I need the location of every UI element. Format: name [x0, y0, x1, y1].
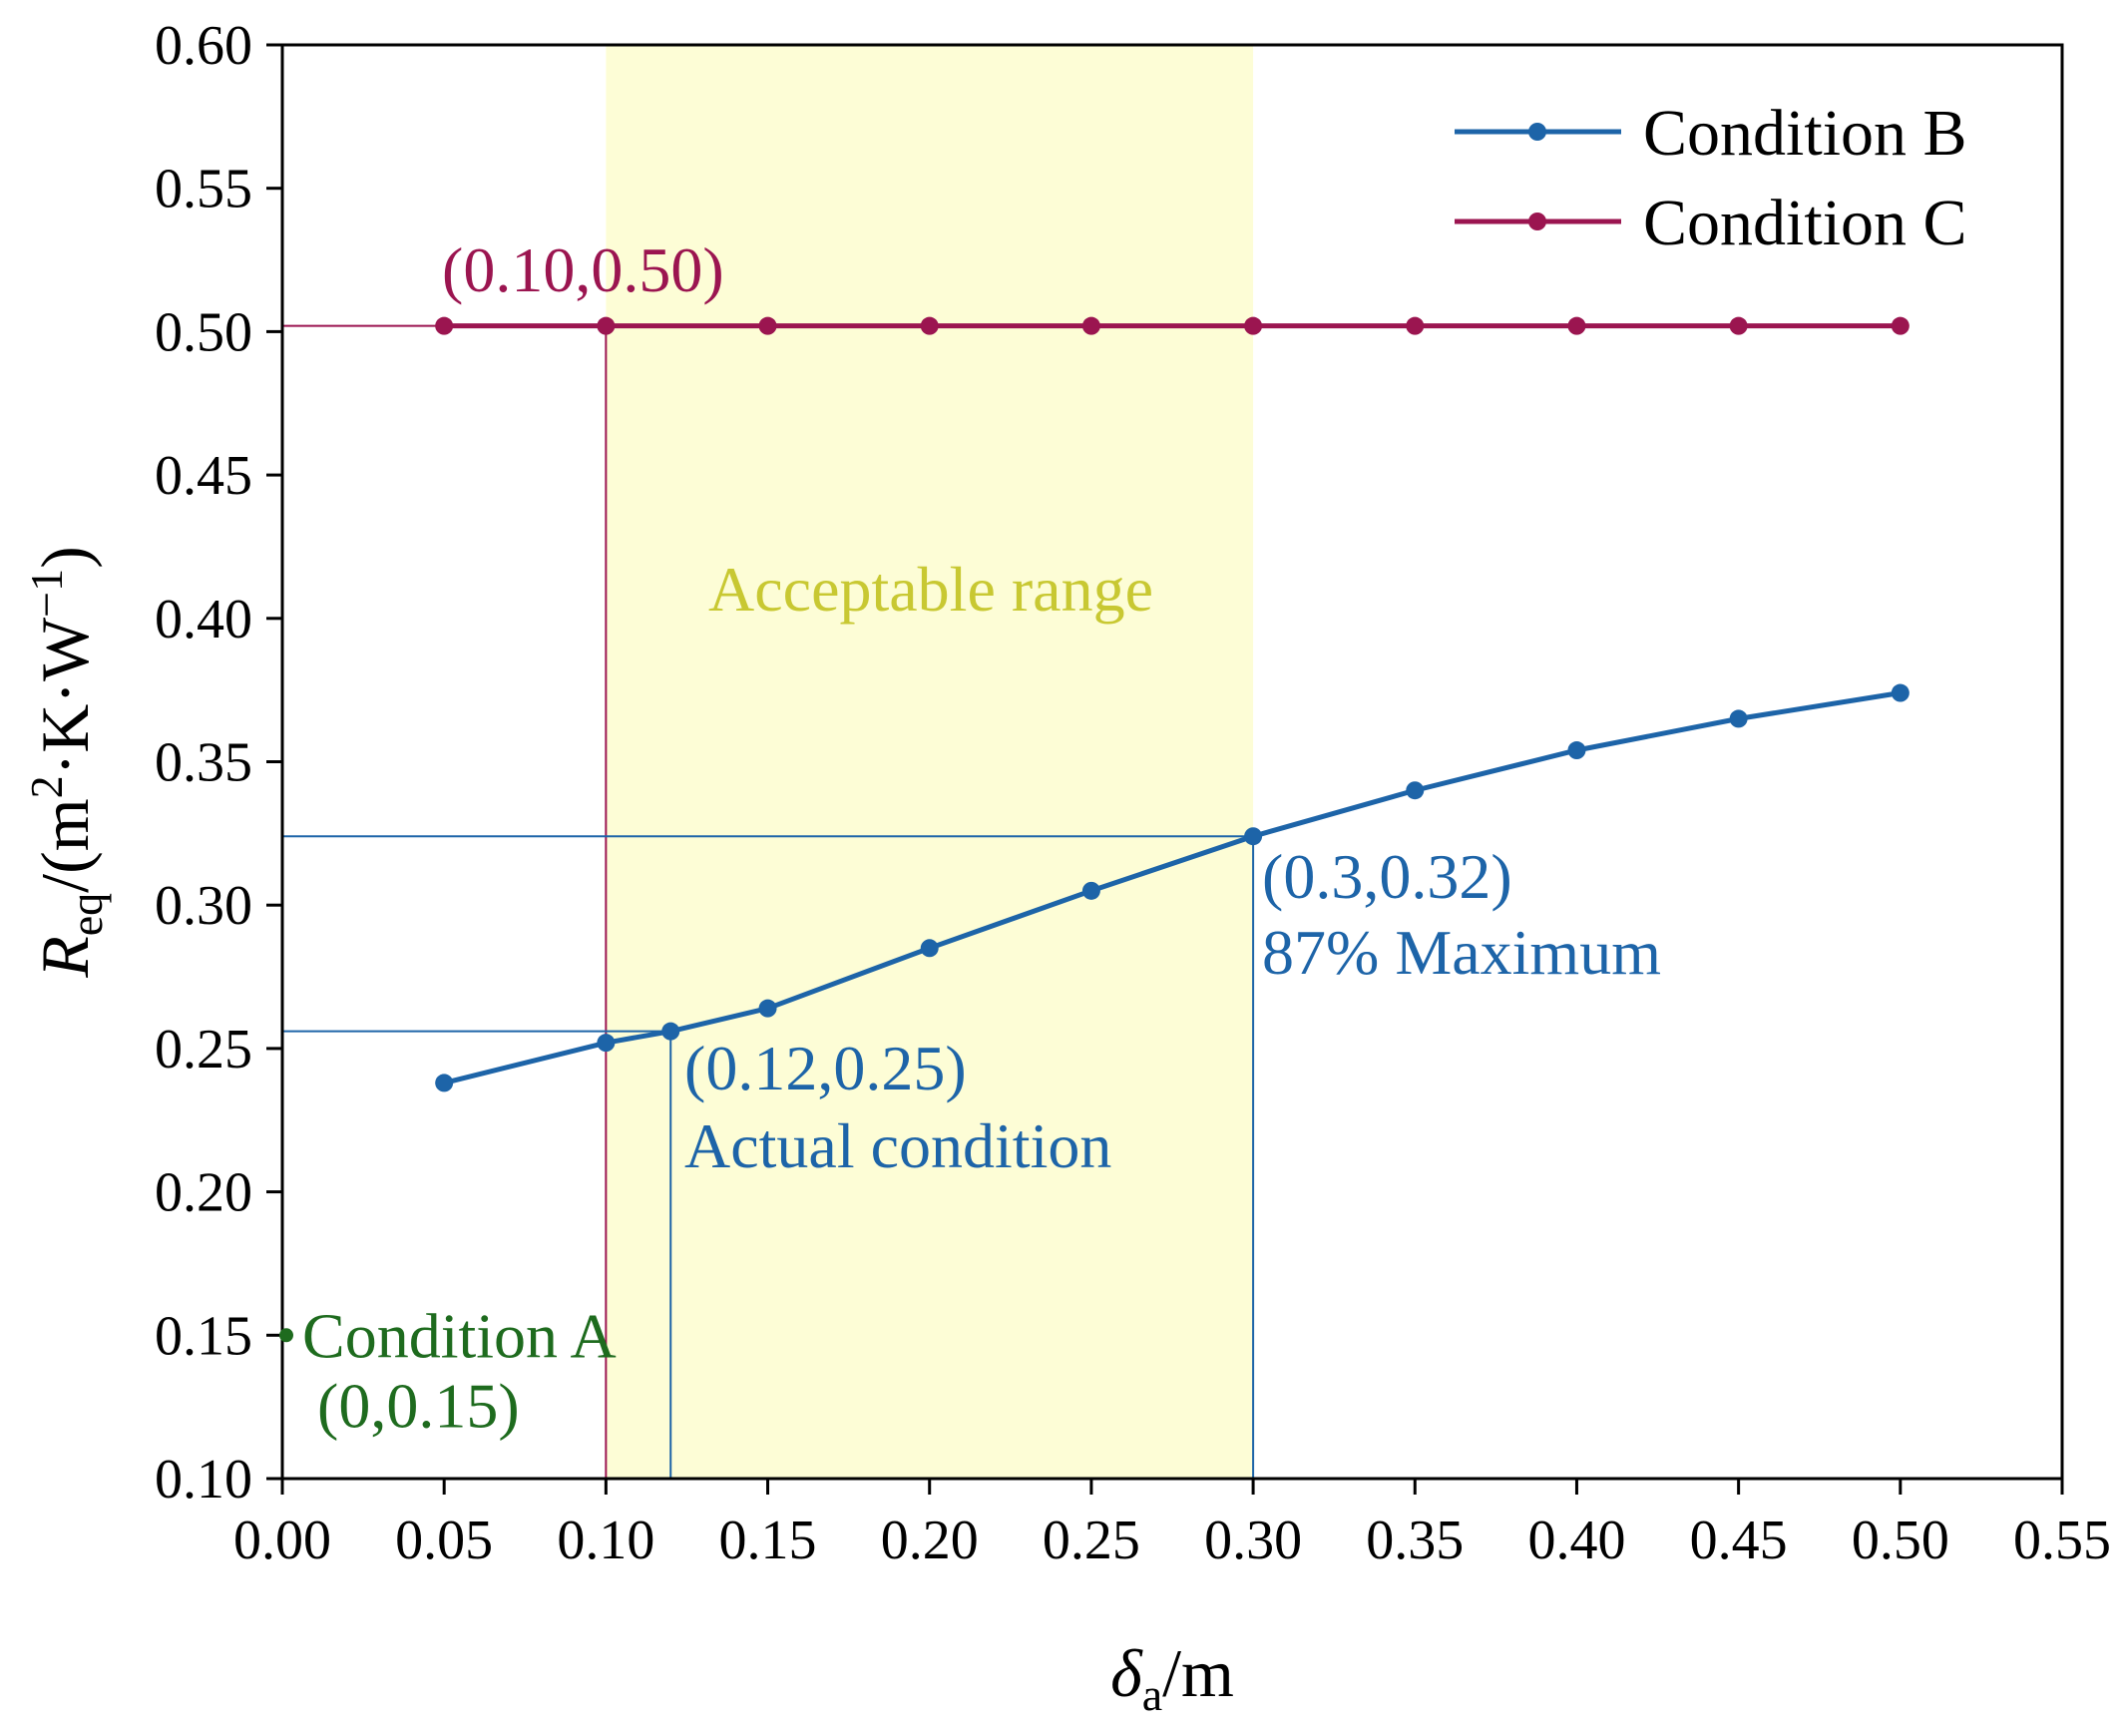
y-tick-label: 0.35 — [155, 732, 252, 794]
x-axis-ticks: 0.00 0.05 0.10 0.15 0.20 0.25 0.30 0.35 0.40 0.45… — [233, 1479, 2111, 1571]
legend-label: Condition B — [1643, 97, 1967, 170]
y-tick-label: 0.55 — [155, 159, 252, 220]
data-point — [1567, 316, 1586, 335]
x-tick-label: 0.35 — [1366, 1510, 1464, 1571]
maximum-coord: (0.3,0.32) — [1262, 841, 1512, 912]
x-tick-label: 0.50 — [1852, 1510, 1949, 1571]
data-point — [758, 316, 777, 335]
legend-marker — [1528, 123, 1546, 141]
x-tick-label: 0.15 — [719, 1510, 817, 1571]
x-tick-label: 0.45 — [1690, 1510, 1788, 1571]
reference-lines — [282, 324, 1255, 1479]
y-tick-label: 0.20 — [155, 1162, 252, 1224]
condition-a-coord: (0,0.15) — [317, 1370, 520, 1441]
y-tick-label: 0.25 — [155, 1019, 252, 1081]
data-point — [435, 1074, 454, 1092]
y-tick-label: 0.15 — [155, 1305, 252, 1367]
condition-c-point-annotation: (0.10,0.50) — [442, 234, 724, 305]
x-tick-label: 0.10 — [557, 1510, 654, 1571]
data-point — [1081, 316, 1100, 335]
data-point — [758, 999, 777, 1018]
x-tick-label: 0.40 — [1527, 1510, 1625, 1571]
data-point — [1244, 827, 1263, 846]
data-point — [435, 316, 454, 335]
data-point — [1244, 316, 1263, 335]
acceptable-range-label: Acceptable range — [708, 554, 1153, 625]
data-point — [1081, 881, 1100, 900]
y-tick-label: 0.30 — [155, 875, 252, 937]
data-point — [597, 316, 616, 335]
x-tick-label: 0.55 — [2013, 1510, 2111, 1571]
data-point — [1406, 781, 1425, 800]
actual-condition-coord: (0.12,0.25) — [684, 1033, 967, 1103]
condition-a-label: Condition A — [302, 1300, 617, 1371]
y-tick-label: 0.60 — [155, 15, 252, 77]
data-point — [1891, 316, 1910, 335]
y-tick-label: 0.45 — [155, 445, 252, 507]
y-tick-label: 0.50 — [155, 301, 252, 363]
data-point — [597, 1034, 616, 1053]
x-axis-label: δa/m — [1110, 1635, 1234, 1720]
y-axis-label: Req/(m2·K·W−1) — [21, 546, 112, 979]
actual-condition-label: Actual condition — [684, 1110, 1111, 1181]
y-tick-label: 0.10 — [155, 1449, 252, 1511]
data-point — [661, 1022, 680, 1041]
x-tick-label: 0.25 — [1043, 1510, 1140, 1571]
data-point — [1891, 683, 1910, 702]
x-tick-label: 0.20 — [881, 1510, 979, 1571]
condition-a-point — [279, 1328, 293, 1343]
data-point — [1567, 741, 1586, 760]
y-tick-label: 0.40 — [155, 589, 252, 651]
legend-label: Condition C — [1643, 187, 1967, 259]
y-axis-ticks: 0.10 0.15 0.20 0.25 0.30 0.35 0.40 0.45 0.50 0.55… — [155, 15, 282, 1511]
legend: Condition B Condition C — [1455, 97, 1967, 259]
series-group — [435, 316, 1910, 1092]
condition-a-marker: Condition A (0,0.15) — [279, 1300, 617, 1441]
data-point — [1406, 316, 1425, 335]
maximum-label: 87% Maximum — [1262, 917, 1661, 988]
x-tick-label: 0.30 — [1204, 1510, 1302, 1571]
data-point — [920, 316, 939, 335]
data-point — [920, 939, 939, 958]
data-point — [1729, 709, 1748, 728]
data-point — [1729, 316, 1748, 335]
legend-marker — [1528, 213, 1546, 230]
x-tick-label: 0.00 — [233, 1510, 331, 1571]
x-tick-label: 0.05 — [395, 1510, 493, 1571]
acceptable-range-region — [606, 45, 1254, 1479]
